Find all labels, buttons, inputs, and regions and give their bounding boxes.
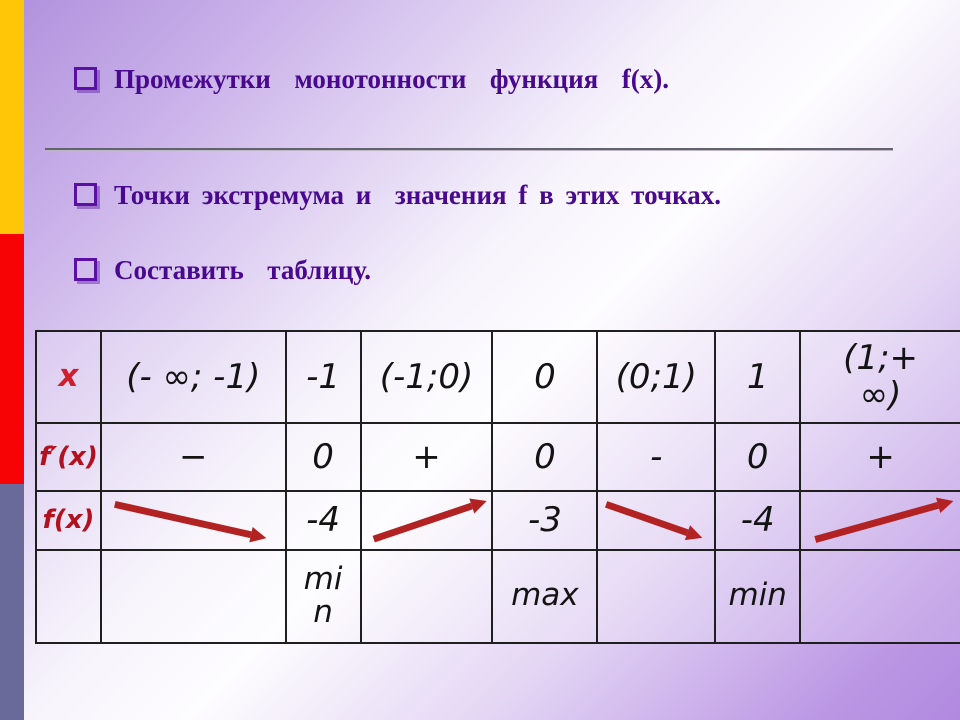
- bullet-extremum-points: Точки экстремума и значения f в этих точ…: [74, 178, 721, 212]
- row-label-f: f(x): [35, 490, 102, 551]
- bullet-monotonicity-intervals: Промежутки монотонности функция f(x).: [74, 62, 669, 96]
- bullet-text: Точки экстремума и значения f в этих точ…: [114, 180, 722, 210]
- empty-cell: [35, 548, 102, 644]
- left-stripe-slate: [0, 484, 24, 720]
- decreasing-arrow-icon: [605, 501, 703, 541]
- checkbox-bullet-icon: [74, 183, 97, 206]
- row-x: x (- ∞; -1) -1 (-1;0) 0 (0;1) 1 (1;+ ∞): [35, 330, 960, 424]
- decreasing-arrow-icon: [596, 490, 717, 551]
- empty-cell: [799, 548, 960, 644]
- derivative-zero: 0: [714, 422, 802, 492]
- empty-cell: [359, 548, 494, 644]
- increasing-arrow-icon: [372, 498, 487, 543]
- bullet-text: Промежутки монотонности функция f(x).: [114, 64, 669, 94]
- derivative-zero: 0: [491, 422, 599, 492]
- bullet-text: Составить таблицу.: [114, 255, 371, 285]
- checkbox-bullet-icon: [74, 67, 97, 90]
- point-minus-1: -1: [284, 330, 362, 424]
- increasing-arrow-icon: [799, 490, 960, 551]
- row-label-x: x: [35, 330, 102, 424]
- interval-minus-1-to-0: (-1;0): [359, 330, 494, 424]
- left-stripe-yellow: [0, 0, 24, 234]
- interval-0-to-1: (0;1): [596, 330, 717, 424]
- divider-line: [45, 148, 893, 151]
- max-label: max: [491, 548, 599, 644]
- derivative-sign: +: [799, 422, 960, 492]
- monotonicity-table: x (- ∞; -1) -1 (-1;0) 0 (0;1) 1 (1;+ ∞) f′(x) −0 +…: [35, 330, 960, 644]
- decreasing-arrow-icon: [114, 501, 267, 543]
- empty-cell: [99, 548, 287, 644]
- derivative-sign: -: [596, 422, 717, 492]
- increasing-arrow-icon: [359, 490, 494, 551]
- point-1: 1: [714, 330, 802, 424]
- derivative-sign: +: [359, 422, 494, 492]
- derivative-zero: 0: [284, 422, 362, 492]
- function-value: -4: [284, 490, 362, 551]
- increasing-arrow-icon: [814, 497, 954, 543]
- min-label: min: [714, 548, 802, 644]
- point-0: 0: [491, 330, 599, 424]
- row-function: f(x) -4 -3 -4: [35, 490, 960, 551]
- function-value: -4: [714, 490, 802, 551]
- row-label-f-prime: f′(x): [35, 422, 102, 492]
- derivative-sign: −: [99, 422, 287, 492]
- min-label: mi n: [284, 548, 362, 644]
- interval-1-to-plus-inf: (1;+ ∞): [799, 330, 960, 424]
- checkbox-bullet-icon: [74, 258, 97, 281]
- interval-minus-inf-to-minus-1: (- ∞; -1): [99, 330, 287, 424]
- row-extremum: mi n max min: [35, 548, 960, 644]
- bullet-make-table: Составить таблицу.: [74, 253, 371, 287]
- decreasing-arrow-icon: [99, 490, 287, 551]
- function-value: -3: [491, 490, 599, 551]
- empty-cell: [596, 548, 717, 644]
- row-derivative: f′(x) −0 +0-0 +: [35, 422, 960, 492]
- left-stripe-red: [0, 234, 24, 484]
